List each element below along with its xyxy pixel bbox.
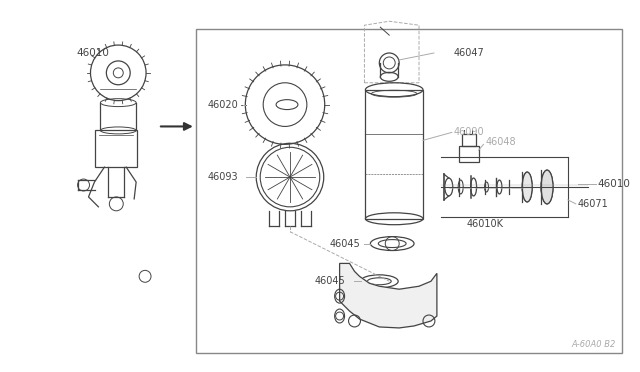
Text: 46047: 46047 — [454, 48, 484, 58]
Text: 46045: 46045 — [315, 276, 346, 286]
Bar — [459, 146, 479, 162]
Bar — [365, 90, 423, 219]
Polygon shape — [340, 263, 437, 328]
Text: 46048: 46048 — [486, 137, 516, 147]
Text: 46010K: 46010K — [467, 219, 504, 229]
Text: 46071: 46071 — [578, 199, 609, 209]
Bar — [461, 134, 476, 146]
Text: A-60A0 B2: A-60A0 B2 — [571, 340, 616, 349]
Text: 46010: 46010 — [77, 48, 109, 58]
Text: 46045: 46045 — [330, 238, 360, 248]
Ellipse shape — [541, 170, 553, 204]
Text: 46093: 46093 — [207, 172, 238, 182]
Ellipse shape — [522, 172, 532, 202]
Bar — [95, 131, 137, 167]
Text: 46090: 46090 — [454, 127, 484, 137]
Text: 46010: 46010 — [598, 179, 630, 189]
Bar — [196, 29, 623, 353]
Text: 46020: 46020 — [207, 100, 238, 110]
